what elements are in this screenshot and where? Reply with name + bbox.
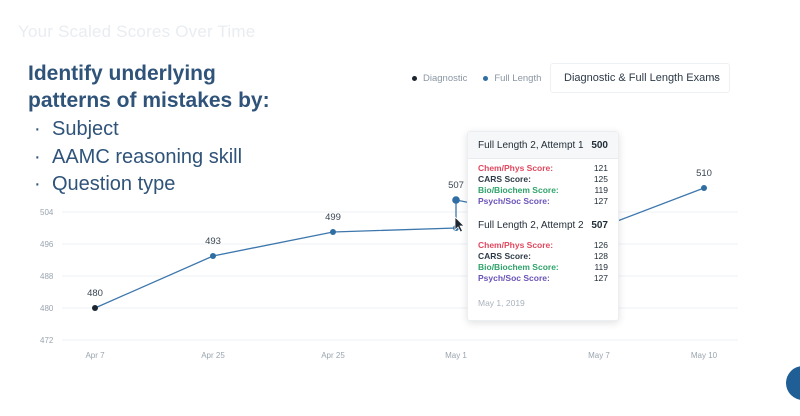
data-label: 507 — [448, 180, 464, 191]
score-label: Chem/Phys Score: — [478, 162, 554, 173]
y-tick-label: 480 — [40, 304, 54, 313]
data-label: 499 — [325, 212, 341, 223]
score-row: Chem/Phys Score: 126 — [478, 239, 608, 250]
exam-filter-dropdown[interactable]: Diagnostic & Full Length Exams ⌵ — [550, 63, 730, 93]
chart-legend: Diagnostic Full Length — [412, 73, 557, 84]
x-tick-label: May 1 — [445, 351, 467, 360]
x-tick-label: May 10 — [691, 351, 718, 360]
headline-line-1: Identify underlying — [28, 62, 216, 85]
score-row: Bio/Biochem Score: 119 — [478, 261, 608, 272]
score-row: Bio/Biochem Score: 119 — [478, 184, 608, 195]
score-value: 119 — [594, 261, 608, 272]
attempt-title: Full Length 2, Attempt 2 — [478, 219, 584, 231]
score-label: Psych/Soc Score: — [478, 195, 550, 206]
headline: Identify underlying patterns of mistakes… — [28, 60, 270, 114]
score-tooltip: Full Length 2, Attempt 1 500 Chem/Phys S… — [467, 131, 619, 321]
legend-label: Diagnostic — [423, 73, 468, 84]
y-tick-label: 496 — [40, 240, 54, 249]
score-row: Chem/Phys Score: 121 — [478, 162, 608, 173]
score-value: 127 — [593, 272, 608, 283]
score-row: Psych/Soc Score: 127 — [478, 195, 608, 206]
data-point — [330, 229, 336, 235]
tooltip-attempt-1-header: Full Length 2, Attempt 1 500 — [468, 132, 618, 159]
legend-item-full-length[interactable]: Full Length — [483, 73, 541, 84]
score-label: Bio/Biochem Score: — [478, 184, 559, 195]
score-value: 127 — [593, 195, 608, 206]
mouse-pointer-icon — [454, 216, 465, 233]
bullet-dot-icon: · — [34, 145, 41, 168]
bullet-item: · AAMC reasoning skill — [34, 144, 242, 172]
x-tick-label: Apr 25 — [321, 351, 345, 360]
score-label: CARS Score: — [478, 173, 531, 184]
legend-label: Full Length — [494, 73, 542, 84]
tooltip-attempt-2-header: Full Length 2, Attempt 2 507 — [468, 214, 618, 236]
y-tick-label: 488 — [40, 272, 54, 281]
data-label: 510 — [696, 168, 712, 179]
dropdown-value: Diagnostic & Full Length Exams — [564, 72, 720, 84]
data-point — [92, 305, 98, 311]
x-tick-label: Apr 7 — [85, 351, 105, 360]
score-value: 128 — [593, 250, 608, 261]
score-value: 125 — [593, 173, 608, 184]
y-tick-label: 504 — [40, 208, 54, 217]
score-label: Chem/Phys Score: — [478, 239, 554, 250]
score-row: Psych/Soc Score: 127 — [478, 272, 608, 283]
attempt-total: 500 — [591, 139, 608, 151]
score-label: CARS Score: — [478, 250, 531, 261]
y-tick-label: 472 — [40, 336, 54, 345]
data-point — [210, 253, 216, 259]
score-label: Bio/Biochem Score: — [478, 261, 559, 272]
headline-line-2: patterns of mistakes by: — [28, 89, 270, 112]
data-label: 480 — [87, 288, 103, 299]
tooltip-attempt-2-scores: Chem/Phys Score: 126 CARS Score: 128 Bio/Bio… — [468, 236, 618, 283]
tooltip-attempt-1-scores: Chem/Phys Score: 121 CARS Score: 125 Bio/Bio… — [468, 159, 618, 206]
legend-item-diagnostic[interactable]: Diagnostic — [412, 73, 467, 84]
attempt-title: Full Length 2, Attempt 1 — [478, 139, 584, 151]
bullet-item: · Question type — [34, 171, 242, 199]
score-row: CARS Score: 125 — [478, 173, 608, 184]
bullet-dot-icon: · — [34, 173, 41, 195]
legend-swatch-full-length — [483, 76, 489, 81]
x-tick-label: May 7 — [588, 351, 610, 360]
tooltip-date: May 1, 2019 — [478, 298, 525, 308]
score-value: 121 — [593, 162, 608, 173]
data-label: 493 — [205, 236, 221, 247]
score-row: CARS Score: 128 — [478, 250, 608, 261]
attempt-total: 507 — [591, 219, 608, 231]
chevron-down-icon[interactable]: ⌵ — [711, 72, 719, 83]
score-value: 126 — [593, 239, 608, 250]
bullet-item: · Subject — [34, 116, 242, 144]
data-point — [452, 196, 460, 204]
data-point — [701, 185, 707, 191]
chart-title: Your Scaled Scores Over Time — [18, 22, 256, 41]
help-chat-icon[interactable] — [786, 366, 800, 400]
bullet-dot-icon: · — [34, 118, 41, 140]
score-label: Psych/Soc Score: — [478, 272, 550, 283]
bullet-list: · Subject · AAMC reasoning skill · Question… — [34, 116, 242, 199]
score-value: 119 — [594, 184, 608, 195]
legend-swatch-diagnostic — [412, 76, 417, 81]
x-tick-label: Apr 25 — [201, 351, 225, 360]
